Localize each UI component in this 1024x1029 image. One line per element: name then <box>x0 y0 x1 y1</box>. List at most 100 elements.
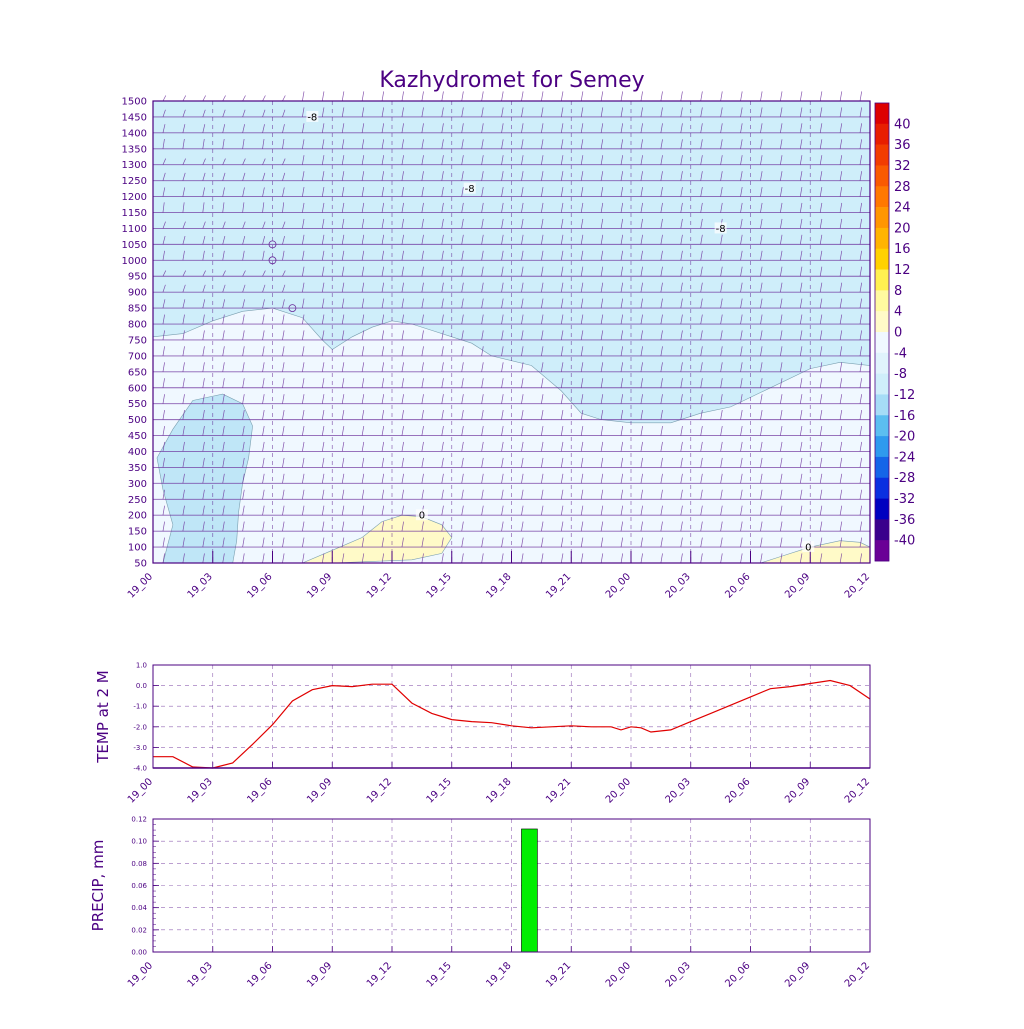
wind-barb <box>720 394 723 404</box>
x-tick-label: 19_00 <box>126 960 155 989</box>
wind-barb <box>620 139 624 149</box>
wind-barb <box>361 314 365 325</box>
wind-barb <box>720 378 723 388</box>
wind-barb <box>401 410 404 420</box>
wind-barb <box>182 378 185 388</box>
wind-barb <box>780 218 783 229</box>
wind-barb <box>302 346 305 356</box>
wind-barb <box>720 537 723 548</box>
wind-barb <box>799 266 803 277</box>
wind-barb <box>640 123 643 133</box>
wind-barb <box>501 123 504 133</box>
wind-barb <box>361 425 365 436</box>
wind-barb <box>282 346 285 356</box>
wind-barb <box>799 410 803 420</box>
wind-barb <box>859 346 863 356</box>
wind-barb <box>521 314 524 325</box>
wind-barb <box>341 346 345 356</box>
wind-barb <box>660 489 663 500</box>
wind-barb <box>839 505 843 516</box>
wind-barb <box>501 155 504 165</box>
wind-barb <box>401 218 404 229</box>
x-tick-label: 19_15 <box>425 960 454 989</box>
wind-barb <box>242 109 246 118</box>
wind-barb <box>242 250 245 261</box>
contour-label: 0 <box>805 543 811 554</box>
wind-barb <box>760 362 763 372</box>
wind-barb <box>660 378 663 388</box>
wind-barb <box>341 441 345 452</box>
wind-barb <box>222 187 225 197</box>
wind-barb <box>780 425 783 436</box>
wind-barb <box>501 91 504 102</box>
wind-barb <box>421 171 424 181</box>
wind-barb <box>262 330 265 341</box>
wind-barb <box>182 187 186 197</box>
wind-barb <box>760 202 763 213</box>
wind-barb <box>182 221 186 229</box>
wind-barb <box>421 537 424 548</box>
wind-barb <box>401 91 404 102</box>
wind-barb <box>321 107 325 117</box>
wind-barb <box>760 425 763 436</box>
wind-barb <box>321 457 325 468</box>
wind-barb <box>760 123 763 133</box>
wind-barb <box>700 410 703 420</box>
wind-barb <box>222 553 225 564</box>
wind-barb <box>819 298 823 309</box>
wind-barb <box>242 505 245 516</box>
x-tick-label: 20_00 <box>604 960 633 989</box>
wind-barb <box>760 139 763 149</box>
wind-barb <box>421 187 424 197</box>
wind-barb <box>720 505 723 516</box>
wind-barb <box>580 330 584 341</box>
wind-barb <box>262 425 265 436</box>
wind-barb <box>282 394 285 404</box>
wind-barb <box>441 218 444 229</box>
wind-barb <box>680 425 683 436</box>
wind-barb <box>760 330 763 341</box>
wind-barb <box>321 123 325 133</box>
wind-barb <box>819 234 823 245</box>
wind-barb <box>660 537 663 548</box>
wind-barb <box>760 537 763 548</box>
y-tick-label: 200 <box>128 511 147 522</box>
wind-barb <box>680 521 683 532</box>
wind-barb <box>441 521 444 532</box>
wind-barb <box>580 505 584 516</box>
wind-barb <box>541 473 544 484</box>
contour-label-bg <box>463 182 476 194</box>
wind-barb <box>321 282 325 293</box>
wind-barb <box>780 250 783 261</box>
wind-barb <box>660 234 663 245</box>
wind-barb <box>242 299 245 309</box>
wind-barb <box>202 221 206 229</box>
wind-barb <box>799 489 803 500</box>
wind-barb <box>620 234 624 245</box>
y-tick-label: 0.00 <box>131 949 147 957</box>
wind-barb <box>481 553 484 564</box>
wind-barb <box>202 187 205 197</box>
wind-barb <box>640 218 643 229</box>
wind-barb <box>321 425 325 436</box>
wind-barb <box>162 410 165 420</box>
wind-barb <box>222 441 225 452</box>
wind-barb <box>501 394 504 404</box>
wind-barb <box>361 218 365 229</box>
wind-barb <box>182 537 185 548</box>
wind-barb <box>321 314 325 325</box>
wind-barb <box>640 346 643 356</box>
wind-barb <box>720 107 723 117</box>
wind-barb <box>242 158 246 165</box>
wind-barb <box>461 107 464 117</box>
wind-barb <box>441 298 444 309</box>
wind-barb <box>441 250 444 261</box>
wind-barb <box>521 457 524 468</box>
x-tick-label: 19_21 <box>544 960 573 989</box>
wind-barb <box>720 489 723 500</box>
wind-barb <box>859 250 863 261</box>
wind-barb <box>780 346 783 356</box>
x-tick-label: 19_09 <box>305 571 334 600</box>
wind-barb <box>441 537 444 548</box>
y-tick-label: -2.0 <box>133 723 147 731</box>
